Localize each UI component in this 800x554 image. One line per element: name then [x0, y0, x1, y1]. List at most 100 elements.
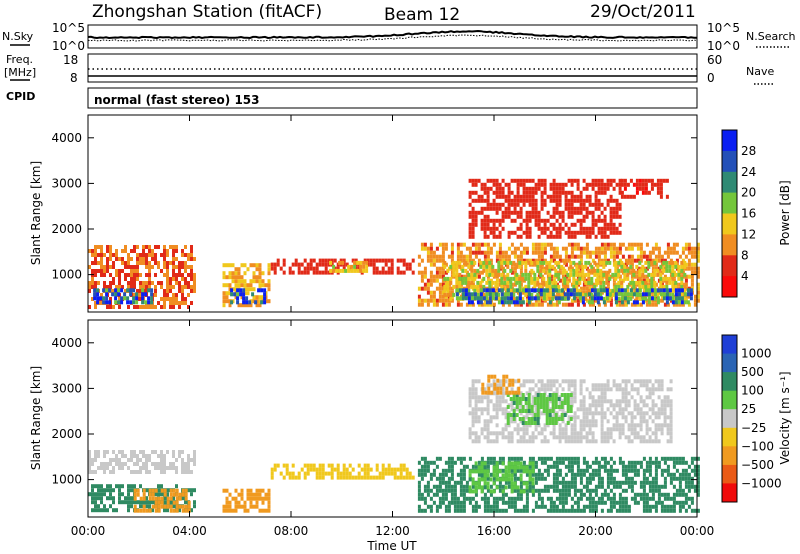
heatmap-cell — [507, 234, 511, 239]
heatmap-cell — [600, 234, 604, 239]
heatmap-cell — [609, 500, 613, 505]
heatmap-cell — [489, 477, 493, 482]
heatmap-cell — [441, 258, 445, 263]
heatmap-cell — [609, 198, 613, 203]
heatmap-cell — [495, 234, 499, 239]
heatmap-cell — [327, 258, 331, 263]
heatmap-cell — [459, 468, 463, 473]
heatmap-cell — [169, 245, 172, 249]
heatmap-cell — [91, 458, 94, 462]
heatmap-cell — [441, 492, 445, 497]
heatmap-cell — [654, 456, 658, 461]
heatmap-cell — [492, 431, 496, 436]
heatmap-cell — [629, 178, 633, 183]
heatmap-cell — [504, 206, 508, 211]
heatmap-cell — [596, 288, 600, 293]
heatmap-cell — [576, 464, 580, 469]
heatmap-cell — [495, 439, 499, 444]
heatmap-cell — [558, 258, 562, 263]
heatmap-cell — [458, 284, 462, 289]
heatmap-cell — [488, 260, 492, 265]
heatmap-cell — [135, 292, 139, 297]
heatmap-cell — [557, 288, 561, 293]
heatmap-cell — [570, 383, 574, 388]
heatmap-cell — [115, 458, 118, 462]
heatmap-cell — [160, 450, 163, 454]
heatmap-cell — [169, 466, 172, 470]
heatmap-cell — [599, 272, 603, 277]
heatmap-cell — [483, 302, 487, 307]
heatmap-cell — [627, 391, 631, 396]
heatmap-cell — [564, 435, 568, 440]
heatmap-cell — [169, 277, 172, 281]
heatmap-cell — [582, 198, 586, 203]
heatmap-cell — [594, 399, 598, 404]
heatmap-cell — [543, 242, 547, 247]
heatmap-cell — [390, 262, 394, 267]
heatmap-cell — [444, 460, 448, 465]
heatmap-cell — [154, 488, 158, 493]
heatmap-cell — [455, 276, 459, 281]
heatmap-cell — [600, 423, 604, 428]
heatmap-cell — [591, 468, 595, 473]
heatmap-cell — [96, 292, 100, 297]
heatmap-cell — [674, 264, 678, 269]
heatmap-cell — [351, 467, 355, 472]
heatmap-cell — [330, 475, 334, 480]
heatmap-cell — [127, 500, 130, 505]
heatmap-cell — [585, 415, 589, 420]
heatmap-cell — [225, 496, 229, 501]
heatmap-cell — [618, 222, 622, 227]
heatmap-cell — [618, 190, 622, 195]
heatmap-cell — [136, 508, 140, 513]
heatmap-cell — [606, 222, 610, 227]
heatmap-cell — [585, 214, 589, 219]
heatmap-cell — [450, 250, 454, 255]
heatmap-cell — [582, 178, 586, 183]
heatmap-cell — [94, 285, 97, 289]
heatmap-cell — [148, 470, 151, 474]
heatmap-cell — [603, 222, 607, 227]
heatmap-cell — [450, 460, 454, 465]
heatmap-cell — [263, 296, 267, 301]
heatmap-cell — [669, 496, 673, 501]
heatmap-cell — [94, 281, 97, 285]
heatmap-cell — [686, 288, 690, 293]
heatmap-cell — [579, 435, 583, 440]
heatmap-cell — [417, 480, 421, 485]
heatmap-cell — [660, 472, 664, 477]
heatmap-cell — [518, 292, 522, 297]
heatmap-cell — [172, 245, 175, 249]
heatmap-cell — [594, 234, 598, 239]
heatmap-cell — [663, 456, 667, 461]
heatmap-cell — [438, 298, 442, 303]
heatmap-cell — [467, 264, 471, 269]
heatmap-cell — [513, 218, 517, 223]
heatmap-cell — [500, 276, 504, 281]
heatmap-cell — [473, 284, 477, 289]
heatmap-cell — [588, 391, 592, 396]
heatmap-cell — [642, 468, 646, 473]
heatmap-cell — [145, 466, 148, 470]
heatmap-cell — [375, 467, 379, 472]
heatmap-cell — [546, 242, 550, 247]
heatmap-cell — [630, 460, 634, 465]
heatmap-cell — [636, 411, 640, 416]
heatmap-cell — [569, 260, 573, 265]
heatmap-cell — [678, 500, 682, 505]
heatmap-cell — [630, 266, 634, 271]
heatmap-cell — [492, 407, 496, 412]
heatmap-cell — [528, 214, 532, 219]
heatmap-cell — [240, 492, 244, 497]
heatmap-cell — [510, 198, 514, 203]
heatmap-cell — [103, 504, 106, 509]
heatmap-cell — [109, 496, 112, 501]
heatmap-cell — [507, 190, 511, 195]
heatmap-cell — [139, 504, 142, 509]
heatmap-cell — [681, 468, 685, 473]
heatmap-cell — [678, 484, 682, 489]
heatmap-cell — [561, 266, 565, 271]
heatmap-cell — [127, 253, 130, 257]
heatmap-cell — [602, 284, 606, 289]
heatmap-cell — [599, 260, 603, 265]
